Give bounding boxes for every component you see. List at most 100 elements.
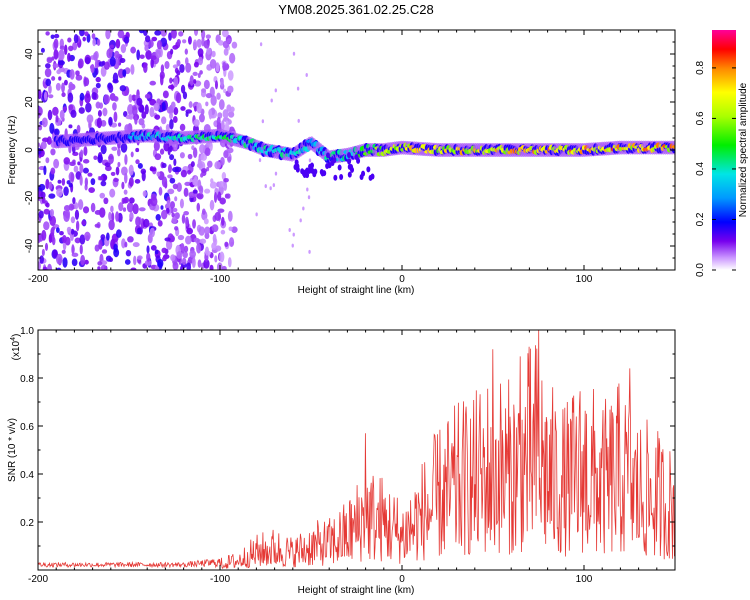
noise-cell [120,142,128,153]
noise-cell [100,260,108,266]
noise-cell [78,107,85,114]
snr-panel: -200 -100 0 100 0.2 0.4 0.6 0.8 1.0 Height of s… [7,326,676,596]
noise-cell [180,169,188,178]
noise-cell [222,109,229,119]
noise-cell [305,73,308,78]
noise-cell [63,79,68,86]
noise-cell [67,92,74,103]
noise-cell [172,64,179,69]
noise-cell [81,220,87,226]
noise-cell [149,227,155,238]
noise-cell [74,209,80,220]
noise-cell [220,229,226,235]
noise-cell [190,161,195,168]
spectrogram-y-tick-label: 40 [24,48,35,60]
noise-cell [52,63,60,68]
ridge-scatter [333,174,338,181]
noise-cell [38,233,42,244]
noise-cell [94,58,99,70]
noise-cell [264,184,267,189]
noise-cell [54,33,60,39]
noise-cell [144,93,151,99]
noise-cell [209,142,213,151]
noise-cell [59,49,65,59]
noise-cell [74,202,79,210]
noise-cell [201,88,207,94]
noise-cell [220,156,225,166]
noise-cell [95,101,101,109]
noise-cell [84,31,89,37]
noise-cell [210,95,217,106]
noise-cell [186,169,192,175]
noise-cell [227,70,234,81]
noise-cell [123,36,130,44]
noise-cell [132,106,138,117]
noise-cell [161,162,167,168]
noise-cell [130,46,136,54]
noise-cell [138,207,146,212]
noise-cell [48,193,56,199]
noise-cell [203,39,210,49]
noise-cell [167,174,173,179]
noise-cell [55,82,61,91]
noise-cell [82,36,87,42]
noise-cell [70,109,77,118]
noise-cell [172,167,179,173]
ridge-scatter [307,167,312,174]
noise-cell [137,255,143,260]
noise-cell [149,106,155,118]
snr-y-tick-label: 1.0 [20,326,34,337]
noise-cell [45,63,51,69]
spectrogram-x-tick-label: -200 [28,274,48,285]
noise-cell [144,104,149,115]
noise-cell [230,106,235,113]
noise-cell [184,48,188,55]
noise-cell [112,102,117,111]
noise-cell [97,110,102,117]
noise-cell [75,220,80,232]
noise-cell [55,115,59,123]
noise-cell [128,177,134,187]
noise-cell [174,196,178,202]
noise-cell [73,165,79,173]
noise-cell [58,60,65,66]
noise-cell [46,57,53,64]
noise-cell [129,212,134,221]
noise-cell [197,259,202,268]
noise-cell [299,218,302,223]
noise-cell [76,124,81,134]
noise-cell [126,202,134,213]
noise-cell [186,262,192,270]
noise-cell [221,265,227,270]
noise-cell [56,267,62,270]
noise-cell [222,61,227,72]
noise-cell [52,106,59,116]
noise-cell [167,84,175,90]
noise-cell [221,172,227,181]
noise-cell [173,107,179,116]
noise-cell [205,246,209,256]
noise-cell [166,199,171,208]
spectrogram-x-tick-label: -100 [210,274,230,285]
noise-cell [84,57,91,65]
noise-cell [56,188,63,197]
noise-cell [162,256,167,262]
noise-cell [272,183,276,188]
noise-cell [226,147,234,154]
noise-cell [68,183,73,188]
noise-cell [79,30,85,37]
spectrogram-x-label: Height of straight line (km) [298,285,415,296]
noise-cell [164,237,171,242]
noise-cell [150,245,157,251]
noise-cell [144,259,152,266]
noise-cell [217,208,225,213]
spectrogram-y-tick-label: 0 [24,147,35,153]
noise-cell [197,72,201,79]
noise-cell [214,80,218,90]
noise-cell [117,148,121,157]
noise-cell [129,197,135,204]
noise-cell [110,171,116,176]
noise-cell [56,69,61,75]
noise-cell [43,208,50,215]
noise-cell [139,104,145,113]
